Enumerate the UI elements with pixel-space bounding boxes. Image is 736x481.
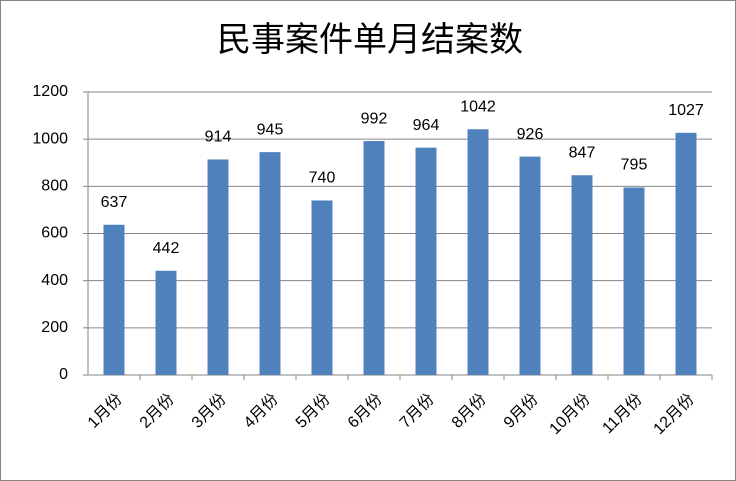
data-label: 442: [153, 240, 180, 257]
data-label: 847: [569, 144, 596, 161]
data-label: 945: [257, 121, 284, 138]
y-tick-label: 800: [41, 178, 68, 195]
data-label: 1042: [460, 98, 496, 115]
data-label: 637: [101, 194, 128, 211]
bar: [363, 141, 385, 375]
y-tick-label: 1000: [32, 130, 68, 147]
bar: [415, 147, 437, 375]
bar: [467, 129, 489, 375]
data-label: 740: [309, 170, 336, 187]
y-tick-label: 600: [41, 225, 68, 242]
bar: [623, 187, 645, 375]
bar: [103, 224, 125, 375]
chart-title: 民事案件单月结案数: [217, 21, 523, 59]
bar: [675, 132, 697, 375]
data-label: 795: [621, 157, 648, 174]
y-tick-label: 400: [41, 272, 68, 289]
bar: [311, 200, 333, 375]
y-tick-label: 1200: [32, 83, 68, 100]
bar: [259, 152, 281, 375]
data-label: 926: [517, 126, 544, 143]
bar: [571, 175, 593, 375]
y-tick-label: 0: [59, 366, 68, 383]
data-label: 1027: [668, 102, 704, 119]
bar: [207, 159, 229, 375]
data-label: 992: [361, 110, 388, 127]
data-label: 914: [205, 129, 232, 146]
data-label: 964: [413, 117, 440, 134]
bar: [519, 156, 541, 375]
bar: [155, 270, 177, 375]
y-tick-label: 200: [41, 319, 68, 336]
